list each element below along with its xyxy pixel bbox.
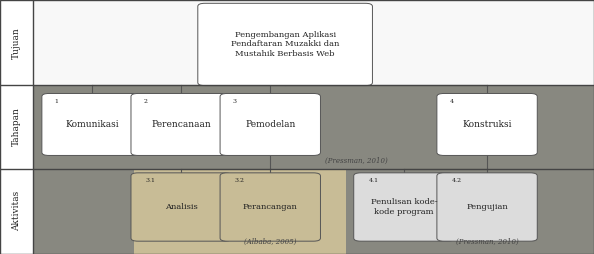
Text: Tujuan: Tujuan <box>12 27 21 59</box>
Text: 4.1: 4.1 <box>368 178 378 183</box>
FancyBboxPatch shape <box>437 173 537 241</box>
Text: Konstruksi: Konstruksi <box>462 120 512 129</box>
Text: Perancangan: Perancangan <box>243 203 298 211</box>
Text: 1: 1 <box>55 99 59 104</box>
Text: 2: 2 <box>144 99 148 104</box>
Text: Pengembangan Aplikasi
Pendaftaran Muzakki dan
Mustahik Berbasis Web: Pengembangan Aplikasi Pendaftaran Muzakk… <box>231 31 339 58</box>
Text: 3.2: 3.2 <box>235 178 245 183</box>
Text: Aktivitas: Aktivitas <box>12 191 21 231</box>
FancyBboxPatch shape <box>354 173 454 241</box>
Text: Tahapan: Tahapan <box>12 107 21 147</box>
FancyBboxPatch shape <box>42 93 143 155</box>
Text: 3: 3 <box>233 99 237 104</box>
Text: Komunikasi: Komunikasi <box>65 120 119 129</box>
Text: Pemodelan: Pemodelan <box>245 120 295 129</box>
Bar <box>0 169 594 254</box>
Text: 4.2: 4.2 <box>451 178 462 183</box>
FancyBboxPatch shape <box>131 93 231 155</box>
Text: 4: 4 <box>450 99 454 104</box>
Bar <box>134 169 346 254</box>
Text: (Pressman, 2010): (Pressman, 2010) <box>325 157 388 165</box>
Text: Analisis: Analisis <box>165 203 198 211</box>
FancyBboxPatch shape <box>437 93 537 155</box>
Text: Penulisan kode-
kode program: Penulisan kode- kode program <box>371 198 437 216</box>
Text: (Albaba, 2005): (Albaba, 2005) <box>244 238 296 246</box>
FancyBboxPatch shape <box>220 173 320 241</box>
Text: 3.1: 3.1 <box>146 178 156 183</box>
FancyBboxPatch shape <box>131 173 231 241</box>
Bar <box>0 85 594 169</box>
Bar <box>0 0 594 85</box>
Bar <box>0 0 33 254</box>
FancyBboxPatch shape <box>198 3 372 86</box>
Text: Perencanaan: Perencanaan <box>151 120 211 129</box>
Text: Pengujian: Pengujian <box>466 203 508 211</box>
Text: (Pressman, 2010): (Pressman, 2010) <box>456 238 519 246</box>
FancyBboxPatch shape <box>220 93 320 155</box>
